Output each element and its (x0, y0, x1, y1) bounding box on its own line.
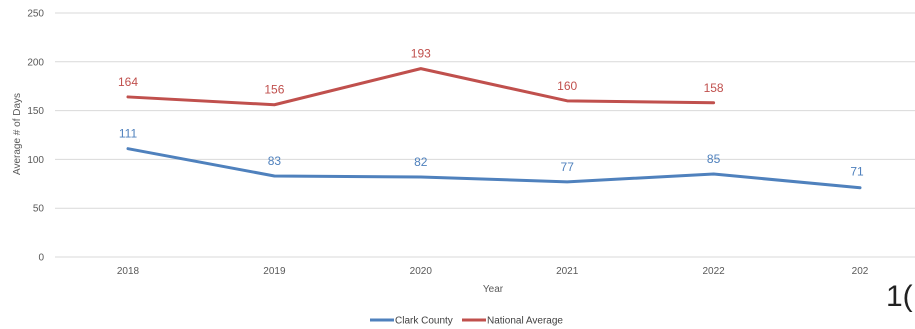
y-tick-label: 100 (27, 155, 44, 166)
data-label: 82 (414, 155, 428, 169)
data-label: 160 (557, 79, 577, 93)
x-tick-label: 2019 (263, 266, 286, 277)
gridlines (55, 12, 915, 258)
x-axis-title: Year (483, 284, 504, 295)
y-tick-label: 150 (27, 106, 44, 117)
y-tick-label: 50 (33, 204, 45, 215)
data-label: 164 (118, 75, 138, 89)
x-tick-label: 2022 (702, 266, 725, 277)
series-line-clark-county (126, 147, 862, 190)
page-number-fragment: 1( (886, 280, 913, 313)
y-axis-title: Average # of Days (12, 93, 23, 175)
data-labels: 111 83 82 77 85 71 164 156 193 160 158 (118, 47, 864, 179)
y-axis-ticks: 0 50 100 150 200 250 (27, 9, 44, 264)
data-label: 71 (850, 165, 864, 179)
data-label: 85 (707, 152, 721, 166)
data-label: 193 (411, 47, 431, 61)
x-tick-label: 2021 (556, 266, 579, 277)
legend-label: Clark County (395, 316, 453, 327)
data-label: 156 (264, 83, 284, 97)
data-label: 111 (119, 127, 138, 141)
y-tick-label: 0 (38, 253, 44, 264)
y-tick-label: 250 (27, 9, 44, 20)
data-label: 83 (268, 154, 282, 168)
legend: Clark County National Average (370, 316, 563, 327)
legend-label: National Average (487, 316, 563, 327)
x-tick-label: 2018 (117, 266, 140, 277)
x-axis-ticks: 2018 2019 2020 2021 2022 202 (117, 266, 869, 277)
data-label: 158 (704, 81, 724, 95)
x-tick-label: 2020 (410, 266, 433, 277)
series-line-national-average (126, 67, 716, 107)
data-label: 77 (561, 160, 575, 174)
x-tick-label: 202 (852, 266, 869, 277)
series-group (126, 67, 862, 190)
y-tick-label: 200 (27, 57, 44, 68)
